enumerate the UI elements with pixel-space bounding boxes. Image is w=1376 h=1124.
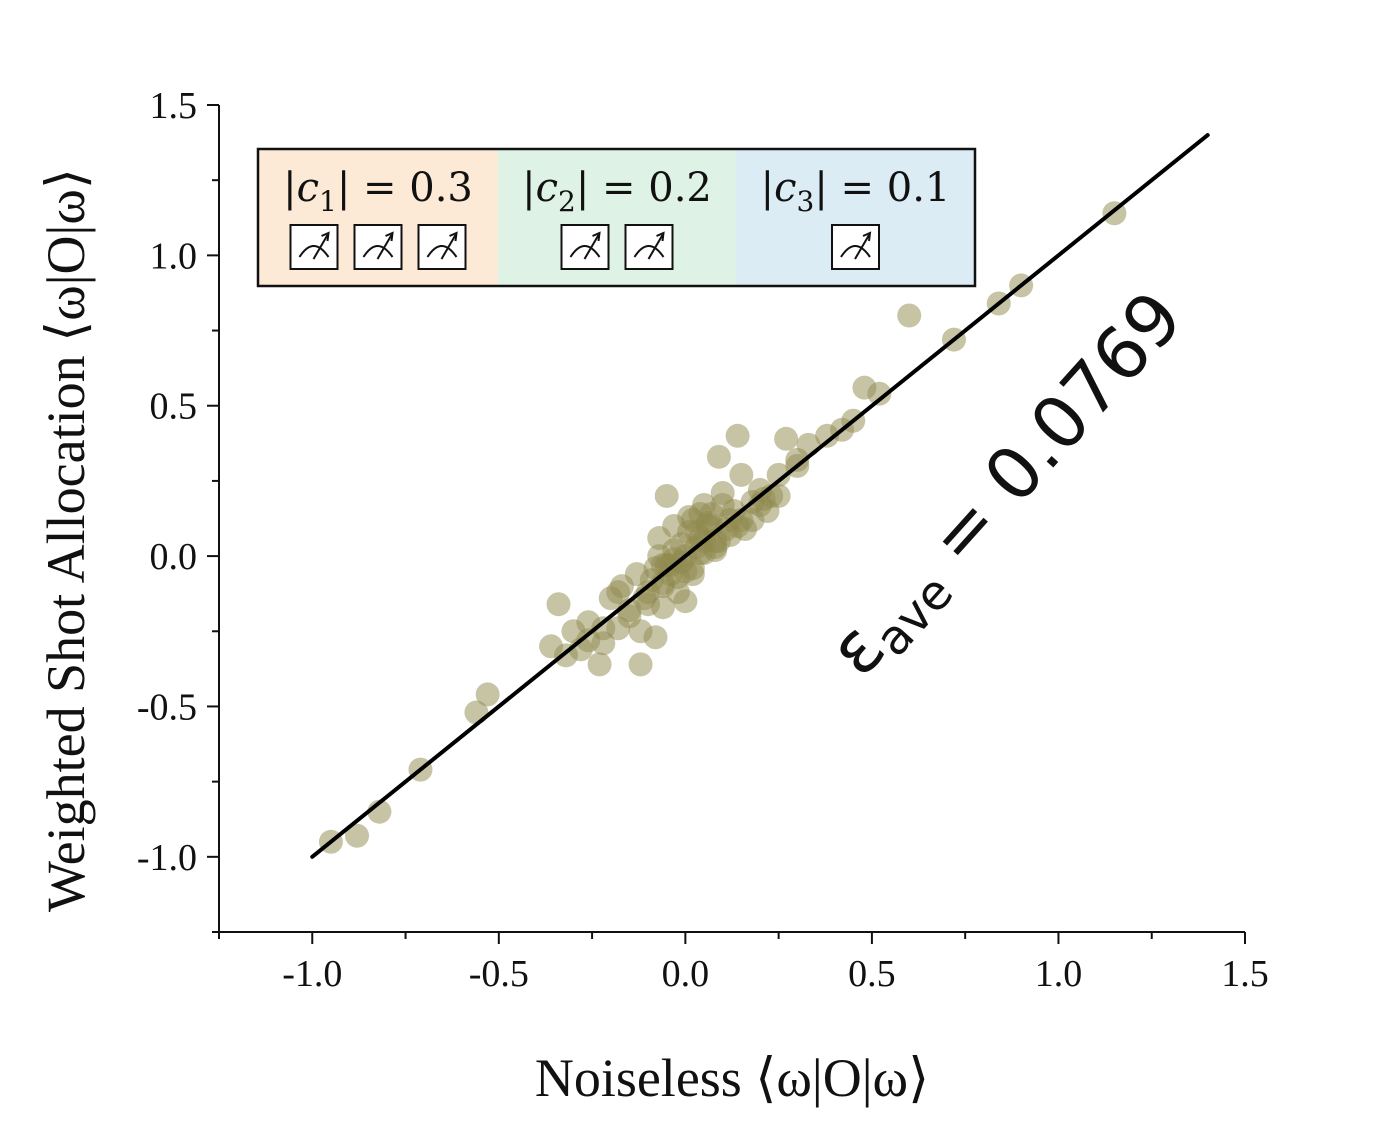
data-point <box>654 483 679 508</box>
data-point <box>774 426 799 451</box>
legend-border <box>256 147 977 288</box>
x-tick-label: -0.5 <box>469 953 529 995</box>
data-point <box>628 652 653 677</box>
error-annotation: εave = 0.0769 <box>812 275 1204 696</box>
data-point <box>867 381 892 406</box>
data-point <box>628 619 653 644</box>
x-tick-label: 0.0 <box>662 953 710 995</box>
y-tick-label: 0.5 <box>150 386 198 428</box>
legend-label: |c3| = 0.1 <box>761 165 951 218</box>
measurement-meter-icon <box>353 224 403 270</box>
data-point <box>688 501 713 526</box>
y-tick-label: 1.0 <box>150 235 198 277</box>
x-tick-label: 0.5 <box>848 953 896 995</box>
y-axis-title: Weighted Shot Allocation ⟨ω|O|ω⟩ <box>36 168 96 912</box>
axes: -1.0 -0.5 0.0 0.5 1.0 1.5 -1.0 -0.5 0.0 0.5 1.0 1.5 <box>137 85 1269 995</box>
x-tick-label: 1.5 <box>1221 953 1269 995</box>
legend-segment <box>498 149 736 286</box>
data-point <box>673 589 698 614</box>
data-point <box>546 592 571 617</box>
y-axis-title-math: ⟨ω|O|ω⟩ <box>36 168 96 342</box>
x-axis-title: Noiseless ⟨ω|O|ω⟩ <box>535 1048 929 1108</box>
data-point <box>587 652 612 677</box>
data-point <box>475 682 500 707</box>
y-tick-label: -1.0 <box>137 837 197 879</box>
legend-label: |c2| = 0.2 <box>522 165 712 218</box>
measurement-meter-icon <box>831 224 880 270</box>
data-point <box>345 823 370 848</box>
data-point <box>706 444 731 469</box>
x-tick-label: -1.0 <box>282 953 342 995</box>
data-point <box>725 423 750 448</box>
data-point <box>729 462 754 487</box>
epsilon-value: = 0.0769 <box>897 275 1199 597</box>
y-tick-label: 1.5 <box>150 85 198 127</box>
y-axis-title-prefix: Weighted Shot Allocation <box>36 342 96 912</box>
x-tick-label: 1.0 <box>1035 953 1083 995</box>
y-axis-title-group: Weighted Shot Allocation ⟨ω|O|ω⟩ <box>36 168 96 912</box>
data-point <box>606 580 631 605</box>
fit-line <box>310 133 1210 859</box>
data-point <box>706 529 731 554</box>
measurement-meter-icon <box>624 224 674 270</box>
y-tick-label: 0.0 <box>150 536 198 578</box>
measurement-meter-icon <box>417 224 467 270</box>
measurement-meter-icon <box>560 224 610 270</box>
legend-label: |c1| = 0.3 <box>283 165 473 218</box>
data-point <box>710 492 735 517</box>
data-point <box>650 595 675 620</box>
data-points <box>318 201 1127 854</box>
data-point <box>576 628 601 653</box>
data-point <box>897 303 922 328</box>
measurement-meter-icon <box>289 224 339 270</box>
y-tick-label: -0.5 <box>137 686 197 728</box>
data-point <box>766 462 791 487</box>
legend: |c1| = 0.3 |c2| = 0.2 |c3| = 0.1 <box>256 147 977 288</box>
